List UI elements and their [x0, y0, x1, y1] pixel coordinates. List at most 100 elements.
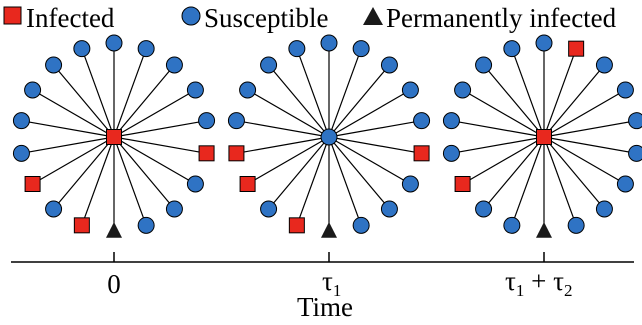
- susceptible-node: [413, 112, 431, 130]
- edge: [236, 120, 330, 138]
- hub-node: [536, 129, 552, 145]
- edge: [451, 120, 545, 138]
- edge: [328, 136, 411, 185]
- susceptible-node: [616, 81, 634, 99]
- edge: [328, 64, 390, 138]
- infected-node: [228, 145, 245, 162]
- edge: [328, 48, 362, 138]
- edge: [543, 136, 626, 185]
- susceptible-node: [239, 81, 257, 99]
- edge: [81, 48, 115, 138]
- infected-node: [24, 176, 41, 192]
- edge: [328, 120, 422, 138]
- infected-node: [73, 217, 90, 234]
- susceptible-node: [12, 112, 30, 130]
- susceptible-node: [12, 144, 30, 162]
- edge: [543, 136, 637, 154]
- susceptible-node: [45, 56, 63, 74]
- edge: [328, 136, 422, 154]
- susceptible-node: [352, 216, 370, 234]
- edge: [81, 136, 115, 226]
- edge: [21, 136, 115, 154]
- susceptible-node: [137, 216, 155, 234]
- edge: [113, 136, 196, 185]
- edge: [113, 136, 207, 154]
- tick-label-1: τ1: [322, 266, 341, 300]
- susceptible-node: [475, 200, 493, 218]
- susceptible-node: [380, 200, 398, 218]
- permanently-infected-node: [321, 222, 337, 238]
- star-network-0: [12, 34, 216, 238]
- susceptible-node: [380, 56, 398, 74]
- edge: [483, 136, 545, 210]
- edge: [113, 120, 207, 138]
- edge: [32, 136, 115, 185]
- susceptible-node: [442, 112, 460, 130]
- infected-node: [239, 176, 256, 192]
- susceptible-node: [595, 56, 613, 74]
- edge: [53, 136, 115, 210]
- legend-infected-label: Infected: [26, 3, 115, 33]
- axis-title: Time: [297, 292, 353, 322]
- tick-label-0: 0: [107, 269, 121, 299]
- permanently-infected-node: [106, 222, 122, 238]
- edge: [236, 136, 330, 154]
- susceptible-node: [475, 56, 493, 74]
- edge: [543, 64, 605, 138]
- legend-permanent-label: Permanently infected: [386, 3, 617, 33]
- susceptible-node: [628, 112, 642, 130]
- legend-susceptible-marker: [181, 6, 201, 26]
- susceptible-node: [45, 200, 63, 218]
- edge: [543, 136, 577, 226]
- susceptible-node: [535, 34, 553, 52]
- star-networks: [12, 34, 642, 238]
- hub-node: [320, 128, 338, 146]
- hub-node: [106, 129, 122, 145]
- infected-node: [413, 145, 430, 162]
- susceptible-node: [503, 216, 521, 234]
- susceptible-node: [186, 81, 204, 99]
- susceptible-node: [401, 81, 419, 99]
- susceptible-node: [137, 40, 155, 58]
- edge: [296, 48, 330, 138]
- tick-label-2: τ1 + τ2: [505, 266, 572, 300]
- edge: [543, 48, 577, 138]
- edge: [113, 89, 196, 138]
- edge: [21, 120, 115, 138]
- susceptible-node: [24, 81, 42, 99]
- legend-infected-marker: [3, 6, 22, 25]
- susceptible-node: [567, 216, 585, 234]
- edge: [543, 120, 637, 138]
- legend-susceptible-label: Susceptible: [204, 3, 328, 33]
- star-network-1: [227, 34, 431, 238]
- edge: [328, 89, 411, 138]
- edge: [543, 136, 605, 210]
- edge: [32, 89, 115, 138]
- edge: [328, 136, 362, 226]
- edge: [268, 64, 330, 138]
- edge: [268, 136, 330, 210]
- susceptible-node: [165, 200, 183, 218]
- edge: [296, 136, 330, 226]
- time-axis: 0 τ1 τ1 + τ2 Time: [11, 252, 634, 322]
- susceptible-node: [227, 112, 245, 130]
- legend-permanent-marker: [363, 7, 383, 25]
- edge: [511, 136, 545, 226]
- susceptible-node: [165, 56, 183, 74]
- infected-node: [288, 217, 305, 234]
- legend: Infected Susceptible Permanently infecte…: [3, 3, 617, 33]
- edge: [113, 64, 175, 138]
- susceptible-node: [105, 34, 123, 52]
- susceptible-node: [186, 175, 204, 193]
- susceptible-node: [442, 144, 460, 162]
- infected-node: [198, 145, 215, 162]
- susceptible-node: [260, 200, 278, 218]
- edge: [113, 136, 175, 210]
- edge: [113, 136, 147, 226]
- susceptible-node: [352, 40, 370, 58]
- edge: [451, 136, 545, 154]
- edge: [53, 64, 115, 138]
- susceptible-node: [288, 40, 306, 58]
